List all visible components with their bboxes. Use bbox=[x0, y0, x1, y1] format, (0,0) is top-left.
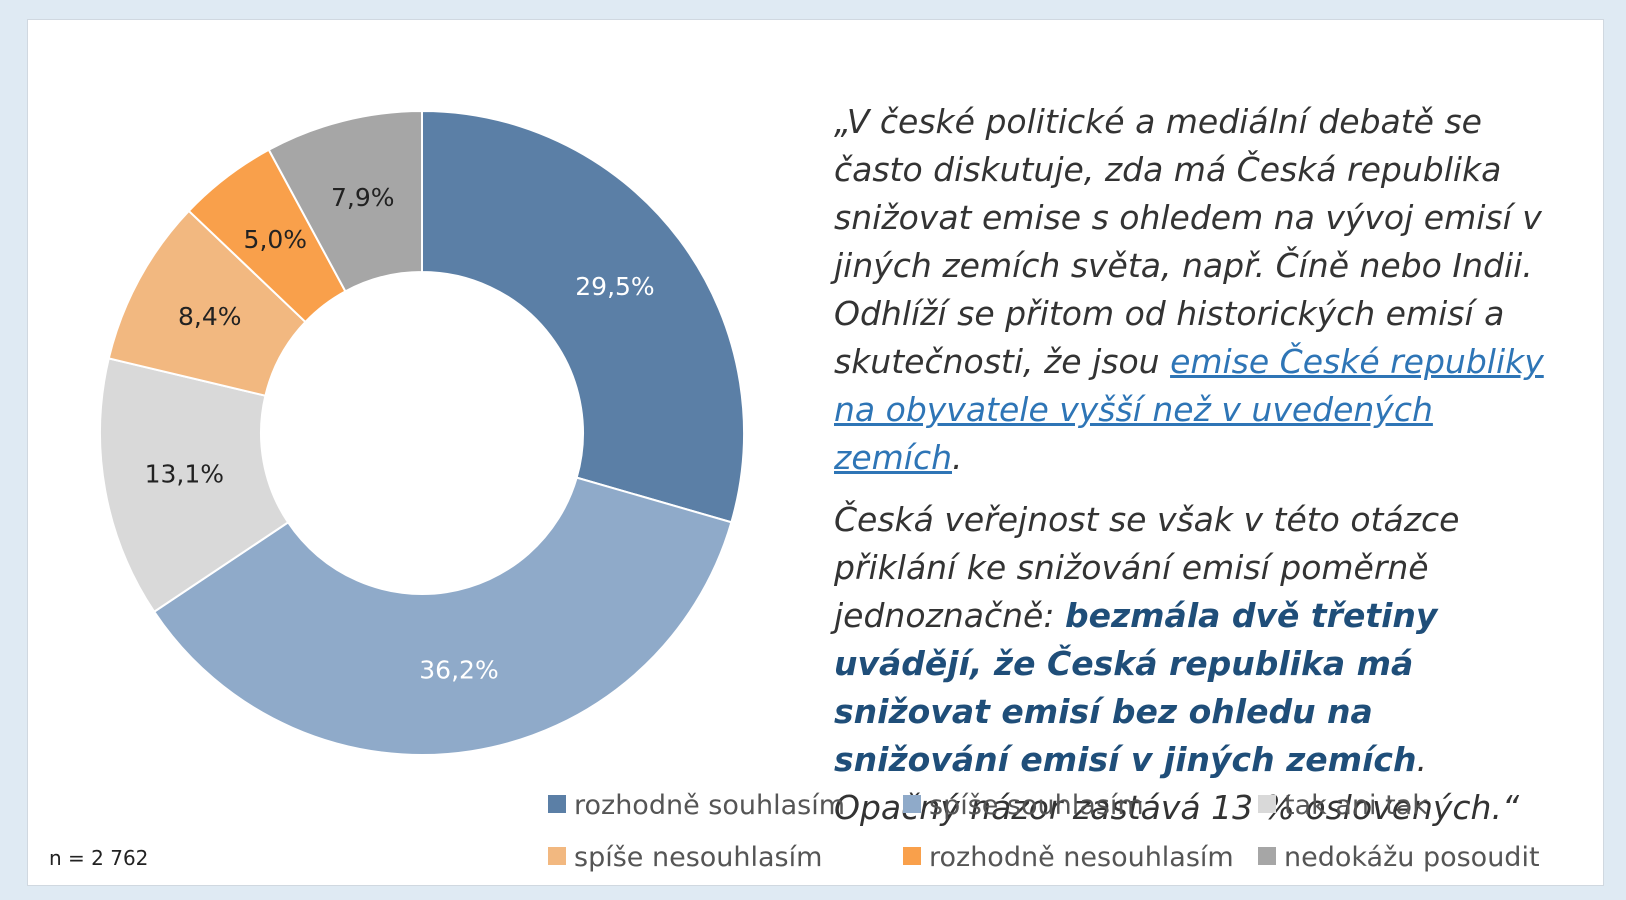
text: . bbox=[952, 438, 963, 477]
legend-swatch bbox=[1258, 847, 1276, 865]
sample-note: n = 2 762 bbox=[49, 846, 149, 870]
donut-slice bbox=[267, 109, 423, 293]
quote-paragraph: Česká veřejnost se však v této otázce př… bbox=[834, 496, 1554, 832]
legend-label: rozhodně souhlasím bbox=[574, 790, 846, 821]
legend-label: spíše souhlasím bbox=[929, 790, 1144, 821]
legend-label: rozhodně nesouhlasím bbox=[929, 842, 1234, 873]
legend-swatch bbox=[903, 795, 921, 813]
donut-slice bbox=[421, 109, 745, 524]
quote-paragraph: „V české politické a mediální debatě se … bbox=[834, 98, 1554, 482]
donut-chart: 29,5% 36,2% 13,1% 8,4% 5,0% 7,9% bbox=[99, 109, 745, 756]
legend-swatch bbox=[903, 847, 921, 865]
data-label: 5,0% bbox=[244, 225, 308, 254]
legend-label: spíše nesouhlasím bbox=[574, 842, 823, 873]
text: Česká veřejnost se však v této otázce př… bbox=[834, 500, 1460, 635]
legend-swatch bbox=[548, 795, 566, 813]
legend-entry: spíše nesouhlasím bbox=[548, 842, 822, 873]
donut-slice bbox=[99, 357, 290, 614]
text: „V české politické a mediální debatě se … bbox=[834, 102, 1542, 381]
legend-entry: rozhodně souhlasím bbox=[548, 790, 845, 821]
legend-entry: nedokážu posoudit bbox=[1258, 842, 1540, 873]
legend-label: tak ani tak bbox=[1284, 790, 1428, 821]
link[interactable]: emise České republiky na obyvatele vyšší… bbox=[834, 342, 1544, 477]
data-label: 29,5% bbox=[575, 272, 654, 301]
legend-entry: rozhodně nesouhlasím bbox=[903, 842, 1234, 873]
legend-swatch bbox=[1258, 795, 1276, 813]
data-label: 8,4% bbox=[178, 302, 242, 331]
data-label: 36,2% bbox=[419, 656, 498, 685]
emphasis: bezmála dvě třetiny uvádějí, že Česká re… bbox=[834, 596, 1438, 779]
data-label: 7,9% bbox=[331, 183, 395, 212]
legend-entry: tak ani tak bbox=[1258, 790, 1428, 821]
donut-slice bbox=[152, 476, 733, 756]
card: 29,5% 36,2% 13,1% 8,4% 5,0% 7,9% „V české pol… bbox=[27, 19, 1604, 886]
legend-swatch bbox=[548, 847, 566, 865]
data-label: 13,1% bbox=[145, 460, 224, 489]
legend-entry: spíše souhlasím bbox=[903, 790, 1144, 821]
quote: „V české politické a mediální debatě se … bbox=[834, 98, 1554, 846]
legend-label: nedokážu posoudit bbox=[1284, 842, 1540, 873]
text: . Opačný názor zastává 13 % oslovených.“ bbox=[834, 740, 1520, 827]
